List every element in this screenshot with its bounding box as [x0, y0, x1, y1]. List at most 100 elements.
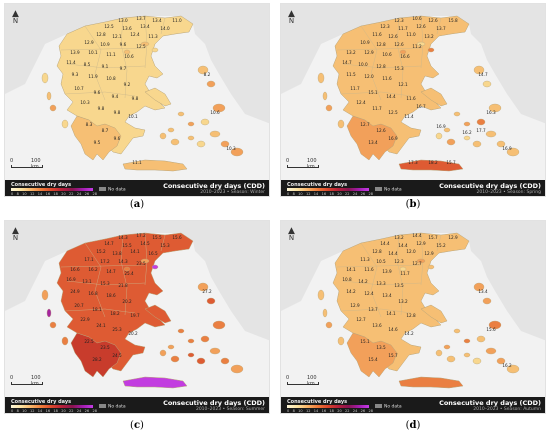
- region-value-label: 10.3: [80, 100, 90, 105]
- region-value-label: 14.4: [380, 241, 390, 246]
- neighbouring-land: [281, 221, 545, 311]
- region-boundary: [360, 25, 382, 101]
- region-value-label: 22.5: [84, 339, 94, 344]
- region-euboea: [144, 87, 172, 107]
- no-data-label: No data: [384, 187, 402, 193]
- region-value-label: 18.2: [428, 160, 438, 165]
- region-value-label: 15.3: [160, 243, 170, 248]
- region-value-label: 11.0: [406, 32, 416, 37]
- island: [197, 65, 209, 75]
- island: [209, 347, 221, 355]
- legend-tick-label: 12: [29, 192, 35, 196]
- region-value-label: 24.5: [112, 353, 122, 358]
- region-mainland: [332, 15, 470, 155]
- region-value-label: 12.9: [448, 235, 458, 240]
- region-value-label: 12.4: [356, 100, 366, 105]
- island: [472, 357, 482, 365]
- region-value-label: 10.6: [382, 52, 392, 57]
- region-value-label: 13.2: [394, 235, 404, 240]
- legend-ticks: 0 8 10 12 14 16 18 20 22 24 26 28: [287, 409, 373, 413]
- island: [196, 140, 206, 148]
- region-peloponnese: [346, 115, 398, 161]
- region-value-label: 9.1: [102, 64, 109, 69]
- island: [399, 266, 407, 272]
- region-value-label: 12.3: [380, 24, 390, 29]
- region-value-label: 12.7: [412, 261, 422, 266]
- region-value-label: 11.5: [346, 72, 356, 77]
- region-value-label: 13.3: [376, 281, 386, 286]
- region-value-label: 13.4: [382, 293, 392, 298]
- region-value-label: 13.4: [478, 289, 488, 294]
- region-value-label: 14.4: [388, 251, 398, 256]
- island: [476, 118, 486, 126]
- legend-tick-label: 22: [69, 192, 74, 196]
- region-value-label: 11.6: [382, 76, 392, 81]
- legend-tick-label: 26: [360, 192, 366, 196]
- legend-tick-label: 14: [37, 192, 43, 196]
- greece-map: 12.3 10.6 12.6 15.812.3 11.7 12.6 13.711.6 12.6…: [281, 4, 545, 172]
- region-value-label: 9.2: [124, 82, 131, 87]
- region-value-label: 13.2: [346, 50, 356, 55]
- neighbouring-land-east: [205, 34, 269, 124]
- region-value-label: 12.7: [356, 317, 366, 322]
- region-value-label: 27.2: [202, 289, 212, 294]
- region-value-label: 12.0: [364, 74, 374, 79]
- region-value-label: 14.2: [358, 279, 368, 284]
- region-value-label: 13.7: [368, 307, 378, 312]
- region-boundary: [66, 63, 146, 69]
- panel-caption-d: (d): [405, 420, 421, 431]
- island: [506, 147, 520, 157]
- region-boundary: [436, 17, 442, 35]
- island: [473, 282, 485, 292]
- island: [206, 297, 216, 305]
- legend-tick-label: 0: [11, 409, 14, 413]
- panel-caption-a: (a): [129, 199, 145, 210]
- no-data-swatch: [99, 404, 106, 408]
- region-boundary: [336, 264, 422, 268]
- island: [220, 140, 230, 148]
- legend-tick-label: 8: [292, 409, 295, 413]
- region-value-label: 15.5: [122, 243, 132, 248]
- region-value-label: 10.9: [360, 40, 370, 45]
- region-value-label: 12.5: [104, 24, 114, 29]
- region-value-label: 14.4: [412, 233, 422, 238]
- island: [485, 130, 497, 138]
- region-value-label: 11.4: [404, 114, 414, 119]
- region-euboea: [420, 304, 448, 324]
- panel-letter: a: [133, 199, 141, 210]
- region-value-label: 17.2: [100, 259, 110, 264]
- island: [322, 308, 328, 318]
- region-value-label: 11.3: [148, 34, 158, 39]
- region-boundary: [436, 234, 442, 252]
- legend-bar: Consecutive dry days 0 8 10 12 14 16 18 20 22 24 26…: [5, 180, 269, 196]
- scale-bar: 0 100 km: [286, 375, 319, 387]
- region-value-label: 10.0: [358, 62, 368, 67]
- region-value-label: 12.6: [388, 34, 398, 39]
- region-boundary: [64, 91, 136, 97]
- island: [463, 338, 471, 344]
- region-value-label: 20.2: [122, 299, 132, 304]
- region-value-label: 16.6: [400, 54, 410, 59]
- legend-tick-label: 16: [321, 409, 327, 413]
- region-value-label: 20.2: [128, 331, 138, 336]
- region-mainland: [56, 15, 194, 155]
- region-value-label: 11.4: [66, 60, 76, 65]
- region-value-label: 9.6: [94, 90, 101, 95]
- map-title: Consecutive dry days (CDD): [163, 182, 265, 190]
- island: [230, 147, 244, 157]
- legend-tick-label: 28: [92, 409, 97, 413]
- region-value-label: 10.1: [88, 50, 98, 55]
- region-value-label: 14.1: [386, 311, 396, 316]
- island: [187, 352, 195, 358]
- island: [167, 344, 175, 350]
- region-value-label: 24.1: [96, 323, 106, 328]
- island: [209, 130, 221, 138]
- region-value-label: 12.3: [394, 18, 404, 23]
- region-value-label: 16.2: [462, 130, 472, 135]
- region-value-label: 12.9: [84, 40, 94, 45]
- region-value-label: 16.5: [148, 251, 158, 256]
- island: [463, 135, 471, 141]
- island: [187, 121, 195, 127]
- panel-letter: d: [409, 420, 417, 431]
- region-euboea: [420, 87, 448, 107]
